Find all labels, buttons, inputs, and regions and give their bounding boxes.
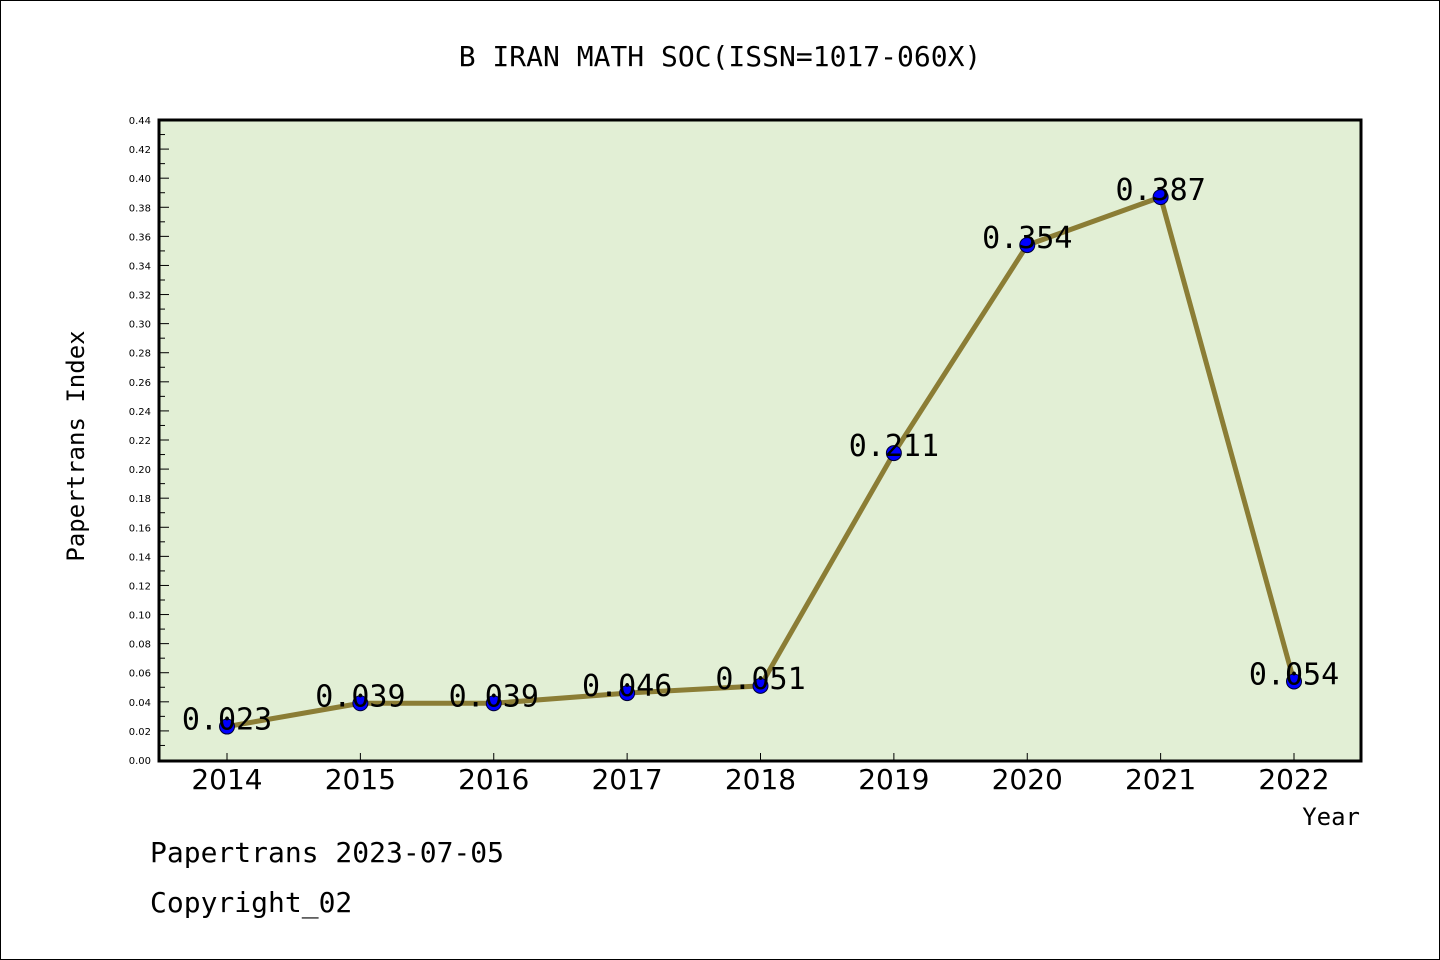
footer-source: Papertrans 2023-07-05	[150, 836, 505, 869]
y-tick-label: 0.10	[129, 611, 151, 622]
data-point	[619, 685, 636, 702]
data-point	[1019, 237, 1036, 254]
y-tick-label: 0.20	[129, 465, 151, 476]
data-label: 0.211	[849, 429, 939, 464]
data-label: 0.054	[1249, 657, 1339, 692]
y-tick-label: 0.06	[129, 669, 151, 680]
x-tick-label: 2022	[1258, 763, 1329, 796]
x-axis-label: Year	[1302, 803, 1360, 831]
data-point	[352, 695, 369, 712]
x-tick-label: 2017	[591, 763, 662, 796]
data-label: 0.039	[315, 679, 405, 714]
data-point	[485, 695, 502, 712]
x-axis: 2014 2015 2016 2017 2018 2019 2020 2021 2022	[191, 753, 1330, 796]
y-tick-label: 0.22	[129, 436, 151, 447]
data-point	[1152, 189, 1169, 206]
y-tick-label: 0.24	[129, 407, 151, 418]
y-tick-label: 0.02	[129, 727, 151, 738]
y-axis-label: Papertrans Index	[62, 330, 90, 561]
y-tick-label: 0.36	[129, 232, 151, 243]
data-label: 0.354	[982, 221, 1072, 256]
y-tick-label: 0.14	[129, 552, 151, 563]
y-tick-label: 0.08	[129, 640, 151, 651]
y-axis: 0.00 0.02 0.04 0.06 0.08 0.10 0.12 0.14 0.16 0.18…	[129, 116, 169, 767]
data-label: 0.039	[449, 679, 539, 714]
x-tick-label: 2016	[458, 763, 529, 796]
data-label: 0.023	[182, 703, 272, 738]
x-tick-label: 2019	[858, 763, 929, 796]
data-point	[219, 718, 235, 735]
x-tick-label: 2021	[1125, 763, 1196, 796]
y-tick-label: 0.18	[129, 494, 151, 505]
x-tick-label: 2014	[191, 763, 262, 796]
y-tick-label: 0.32	[129, 291, 151, 302]
y-tick-label: 0.00	[129, 756, 151, 767]
chart-title: B IRAN MATH SOC(ISSN=1017-060X)	[459, 40, 982, 73]
y-tick-label: 0.26	[129, 378, 151, 389]
y-tick-label: 0.16	[129, 523, 151, 534]
data-labels: 0.023 0.039 0.039 0.046 0.051 0.211 0.354 0.387…	[182, 173, 1339, 737]
y-tick-label: 0.34	[129, 261, 151, 272]
data-point	[1286, 673, 1302, 690]
y-tick-label: 0.12	[129, 581, 151, 592]
series-markers	[219, 189, 1302, 735]
data-label: 0.051	[715, 662, 805, 697]
y-tick-label: 0.04	[129, 698, 151, 709]
data-label: 0.046	[582, 669, 672, 704]
data-point	[885, 445, 902, 462]
x-tick-label: 2020	[992, 763, 1063, 796]
footer-copyright: Copyright_02	[150, 886, 353, 919]
y-tick-label: 0.38	[129, 203, 151, 214]
y-tick-label: 0.44	[129, 116, 151, 127]
x-tick-label: 2015	[325, 763, 396, 796]
data-point	[752, 677, 769, 694]
x-tick-label: 2018	[725, 763, 796, 796]
data-label: 0.387	[1115, 173, 1205, 208]
y-tick-label: 0.42	[129, 145, 151, 156]
plot-area	[157, 118, 1363, 763]
y-tick-label: 0.28	[129, 349, 151, 360]
y-tick-label: 0.40	[129, 174, 151, 185]
y-tick-label: 0.30	[129, 320, 151, 331]
